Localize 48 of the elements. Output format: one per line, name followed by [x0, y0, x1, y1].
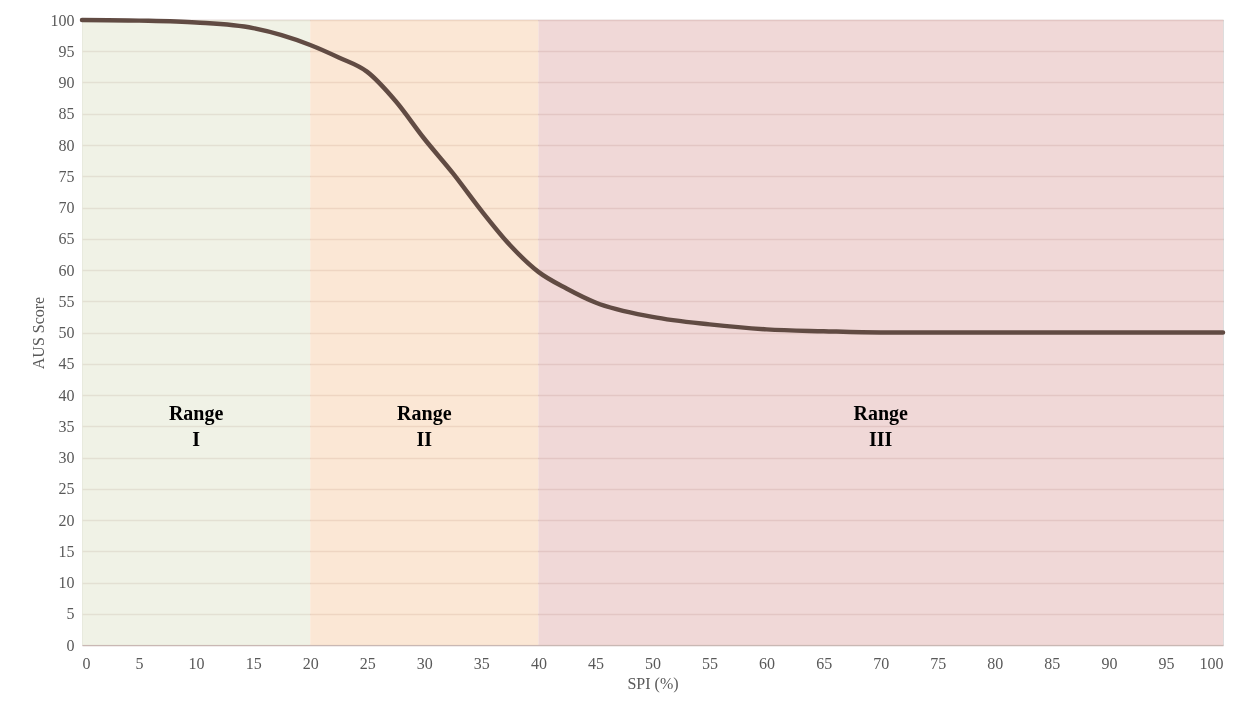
- x-tick-label: 80: [987, 654, 1004, 672]
- x-tick-label: 10: [188, 654, 205, 672]
- x-tick-label: 45: [587, 654, 604, 672]
- x-tick-label: 0: [82, 654, 91, 672]
- y-tick-label: 35: [58, 417, 75, 435]
- y-tick-label: 70: [58, 199, 75, 216]
- y-tick-label: 5: [66, 605, 75, 623]
- y-tick-label: 90: [58, 74, 75, 91]
- x-tick-label: 50: [645, 654, 661, 672]
- y-tick-label: 60: [58, 261, 75, 279]
- y-tick-label: 15: [58, 542, 75, 560]
- y-tick-label: 95: [58, 42, 75, 60]
- x-tick-label: 25: [359, 654, 376, 672]
- y-tick-label: 40: [58, 386, 75, 404]
- x-tick-label: 95: [1158, 654, 1175, 672]
- y-tick-label: 65: [58, 230, 75, 248]
- x-tick-label: 75: [930, 654, 947, 672]
- y-tick-label: 85: [58, 105, 75, 123]
- band-label: Range I: [168, 401, 224, 450]
- x-tick-label: 35: [473, 654, 490, 672]
- y-tick-label: 50: [58, 324, 75, 341]
- y-tick-label: 45: [58, 355, 75, 373]
- x-tick-label: 20: [302, 654, 319, 672]
- band-label: Range III: [853, 401, 909, 450]
- y-tick-label: 55: [58, 292, 75, 310]
- y-tick-label: 10: [58, 574, 75, 591]
- x-tick-label: 60: [759, 654, 776, 672]
- x-tick-label: 40: [530, 654, 547, 672]
- x-tick-label: 30: [416, 654, 433, 672]
- x-tick-label: 5: [135, 654, 144, 672]
- x-tick-label: 85: [1044, 654, 1061, 672]
- line-series: [79, 17, 1226, 335]
- band-label: Range II: [397, 401, 452, 450]
- y-tick-label: 80: [58, 136, 75, 154]
- y-axis-title: AUS Score: [29, 296, 47, 370]
- y-tick-label: 25: [58, 480, 75, 498]
- x-tick-label: 70: [873, 654, 890, 672]
- x-axis-title: SPI (%): [627, 674, 679, 693]
- y-tick-label: 30: [58, 449, 75, 466]
- x-tick-label: 90: [1101, 654, 1118, 672]
- x-tick-label: 15: [245, 654, 262, 672]
- x-tick-label: 65: [816, 654, 833, 672]
- y-tick-label: 75: [58, 167, 75, 185]
- y-tick-label: 0: [66, 636, 75, 654]
- y-tick-label: 100: [50, 11, 75, 29]
- x-tick-label: 100: [1199, 654, 1224, 672]
- x-tick-label: 55: [702, 654, 719, 672]
- y-tick-label: 20: [58, 511, 75, 529]
